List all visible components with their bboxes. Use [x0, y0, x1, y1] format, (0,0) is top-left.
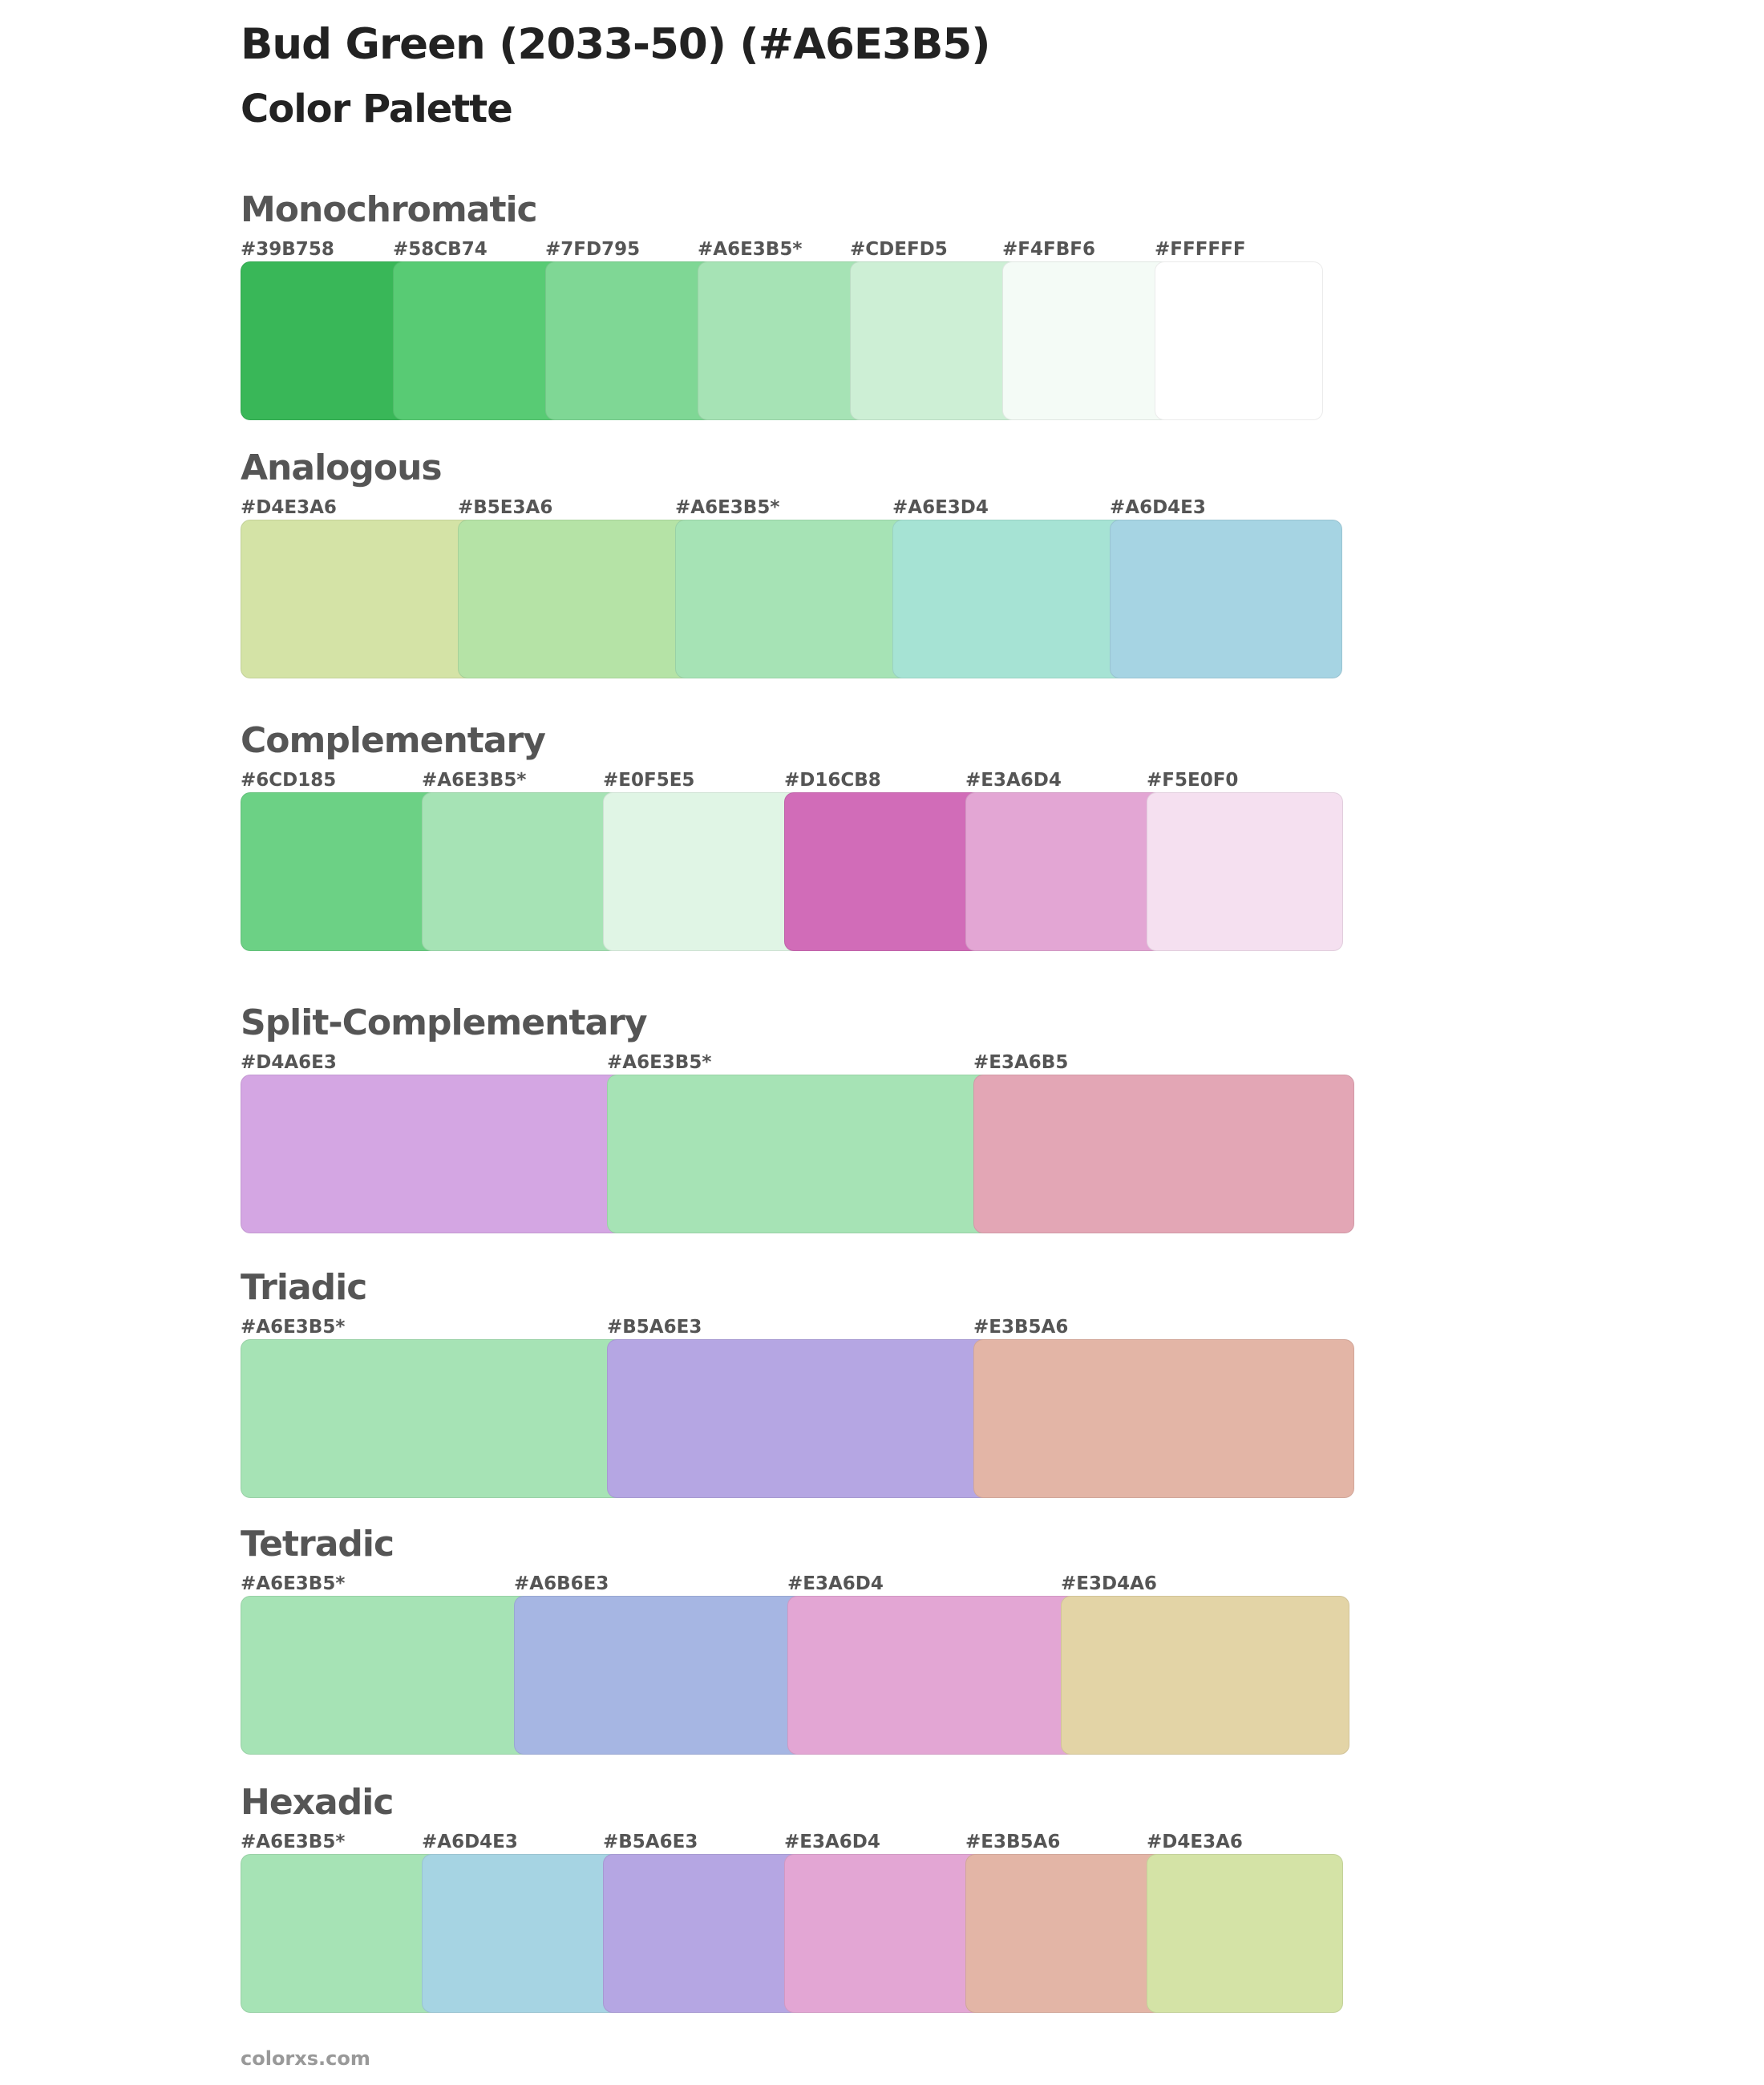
swatch-color-block[interactable]: [787, 1596, 1080, 1755]
swatch-color-block[interactable]: [1110, 520, 1342, 678]
swatch-color-block[interactable]: [1155, 261, 1323, 420]
section-title: Monochromatic: [241, 189, 538, 230]
swatch-hex-label: #7FD795: [545, 239, 641, 260]
swatch-color-block[interactable]: [393, 261, 564, 420]
swatch-color-block[interactable]: [850, 261, 1022, 420]
swatch-hex-label: #A6E3D4: [892, 497, 989, 518]
swatch-color-block[interactable]: [241, 261, 412, 420]
swatch-hex-label: #6CD185: [241, 770, 337, 791]
swatch-color-block[interactable]: [784, 1854, 985, 2013]
swatch-hex-label: #F4FBF6: [1002, 239, 1095, 260]
swatch-hex-label: #D4E3A6: [241, 497, 337, 518]
swatch-color-block[interactable]: [1147, 1854, 1343, 2013]
section-title: Tetradic: [241, 1524, 394, 1565]
swatch-hex-label: #E3A6B5: [973, 1052, 1069, 1073]
swatch-color-block[interactable]: [545, 261, 717, 420]
swatch-hex-label: #B5A6E3: [603, 1832, 698, 1852]
swatch-hex-label: #B5A6E3: [607, 1317, 702, 1338]
swatch-color-block[interactable]: [422, 1854, 622, 2013]
swatch-hex-label: #A6E3B5*: [698, 239, 803, 260]
swatch-hex-label: #A6D4E3: [1110, 497, 1206, 518]
swatch-hex-label: #A6E3B5*: [675, 497, 780, 518]
swatch-hex-label: #E3A6D4: [784, 1832, 880, 1852]
swatch-color-block[interactable]: [514, 1596, 807, 1755]
swatch-hex-label: #E3D4A6: [1061, 1573, 1157, 1594]
swatch-color-block[interactable]: [1147, 792, 1343, 951]
swatch-hex-label: #A6B6E3: [514, 1573, 609, 1594]
swatch-color-block[interactable]: [241, 1596, 533, 1755]
section-title: Analogous: [241, 447, 443, 488]
swatch-color-block[interactable]: [965, 792, 1166, 951]
swatch-hex-label: #A6E3B5*: [607, 1052, 712, 1073]
swatch-hex-label: #A6E3B5*: [241, 1832, 346, 1852]
page-title: Bud Green (2033-50) (#A6E3B5): [241, 20, 990, 69]
swatch-color-block[interactable]: [241, 1854, 441, 2013]
swatch-color-block[interactable]: [698, 261, 869, 420]
swatch-color-block[interactable]: [241, 1339, 626, 1498]
swatch-hex-label: #D4A6E3: [241, 1052, 337, 1073]
page-subtitle: Color Palette: [241, 87, 513, 132]
swatch-color-block[interactable]: [1002, 261, 1174, 420]
swatch-hex-label: #A6D4E3: [422, 1832, 518, 1852]
swatch-color-block[interactable]: [603, 1854, 803, 2013]
swatch-hex-label: #B5E3A6: [458, 497, 553, 518]
swatch-color-block[interactable]: [607, 1075, 993, 1233]
section-title: Hexadic: [241, 1782, 394, 1823]
swatch-hex-label: #D4E3A6: [1147, 1832, 1243, 1852]
swatch-color-block[interactable]: [965, 1854, 1166, 2013]
swatch-color-block[interactable]: [973, 1339, 1354, 1498]
swatch-hex-label: #A6E3B5*: [241, 1317, 346, 1338]
swatch-hex-label: #E3B5A6: [965, 1832, 1061, 1852]
swatch-hex-label: #A6E3B5*: [422, 770, 527, 791]
swatch-hex-label: #CDEFD5: [850, 239, 948, 260]
swatch-hex-label: #E3A6D4: [787, 1573, 884, 1594]
swatch-color-block[interactable]: [892, 520, 1129, 678]
swatch-hex-label: #F5E0F0: [1147, 770, 1239, 791]
swatch-hex-label: #E3B5A6: [973, 1317, 1069, 1338]
swatch-hex-label: #FFFFFF: [1155, 239, 1246, 260]
swatch-color-block[interactable]: [1061, 1596, 1349, 1755]
swatch-color-block[interactable]: [784, 792, 985, 951]
swatch-hex-label: #E3A6D4: [965, 770, 1062, 791]
swatch-color-block[interactable]: [422, 792, 622, 951]
section-title: Split-Complementary: [241, 1002, 648, 1043]
section-title: Complementary: [241, 720, 546, 761]
swatch-hex-label: #58CB74: [393, 239, 488, 260]
section-title: Triadic: [241, 1267, 367, 1308]
swatch-hex-label: #39B758: [241, 239, 334, 260]
swatch-hex-label: #D16CB8: [784, 770, 881, 791]
swatch-color-block[interactable]: [458, 520, 694, 678]
swatch-color-block[interactable]: [675, 520, 912, 678]
swatch-color-block[interactable]: [241, 792, 441, 951]
swatch-color-block[interactable]: [241, 520, 477, 678]
swatch-hex-label: #E0F5E5: [603, 770, 695, 791]
swatch-hex-label: #A6E3B5*: [241, 1573, 346, 1594]
swatch-color-block[interactable]: [241, 1075, 626, 1233]
swatch-color-block[interactable]: [603, 792, 803, 951]
swatch-color-block[interactable]: [973, 1075, 1354, 1233]
swatch-color-block[interactable]: [607, 1339, 993, 1498]
site-footer-link[interactable]: colorxs.com: [241, 2047, 370, 2070]
